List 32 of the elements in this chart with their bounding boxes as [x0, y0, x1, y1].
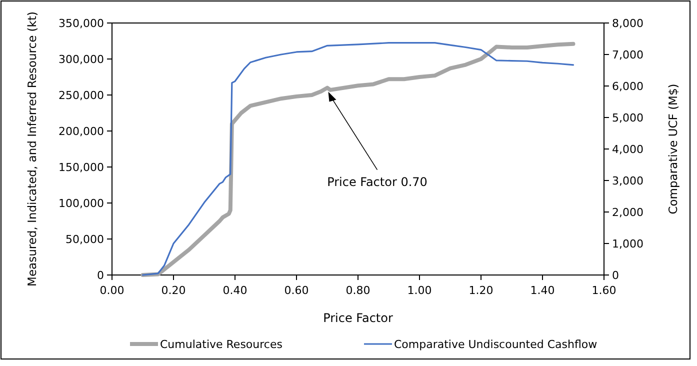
y2-tick-label: 4,000	[612, 143, 644, 156]
y2-tick-label: 2,000	[612, 206, 644, 219]
x-tick-label: 1.20	[468, 284, 494, 297]
y-tick-label: 200,000	[58, 125, 104, 138]
y-axis-title: Measured, Indicated, and Inferred Resource (kt)	[25, 12, 39, 286]
y-tick-label: 350,000	[58, 17, 104, 30]
y2-tick-label: 3,000	[612, 174, 644, 188]
y-tick-label: 300,000	[58, 53, 104, 66]
x-axis-title: Price Factor	[323, 311, 393, 325]
annotation: Price Factor 0.70	[327, 174, 428, 189]
y2-tick-label: 7,000	[612, 48, 644, 62]
x-tick-label: 0.40	[222, 284, 248, 297]
x-tick-label: 0.00	[100, 284, 124, 297]
y-tick-label: 150,000	[58, 161, 104, 174]
x-tick-label: 0.80	[346, 284, 370, 297]
y-tick-label: 50,000	[66, 233, 104, 246]
x-tick-label: 1.60	[592, 284, 616, 297]
y2-axis-title: Comparative UCF (M$)	[666, 84, 680, 214]
x-tick-label: 0.20	[161, 284, 186, 297]
y2-tick-label: 5,000	[612, 112, 644, 124]
y-tick-label: 100,000	[58, 197, 104, 210]
y2-tick-label: 0	[612, 269, 619, 282]
legend-label: Comparative Undiscounted Cashflow	[394, 338, 598, 351]
x-tick-label: 1.00	[407, 284, 432, 297]
y2-tick-label: 1,000	[612, 238, 644, 250]
x-tick-label: 1.40	[530, 284, 555, 297]
y2-tick-label: 8,000	[612, 17, 644, 30]
y-tick-label: 0	[97, 269, 104, 282]
y2-tick-label: 6,000	[612, 80, 644, 93]
y-tick-label: 250,000	[58, 89, 104, 102]
x-tick-label: 0.60	[284, 284, 309, 297]
legend-label: Cumulative Resources	[160, 338, 283, 351]
